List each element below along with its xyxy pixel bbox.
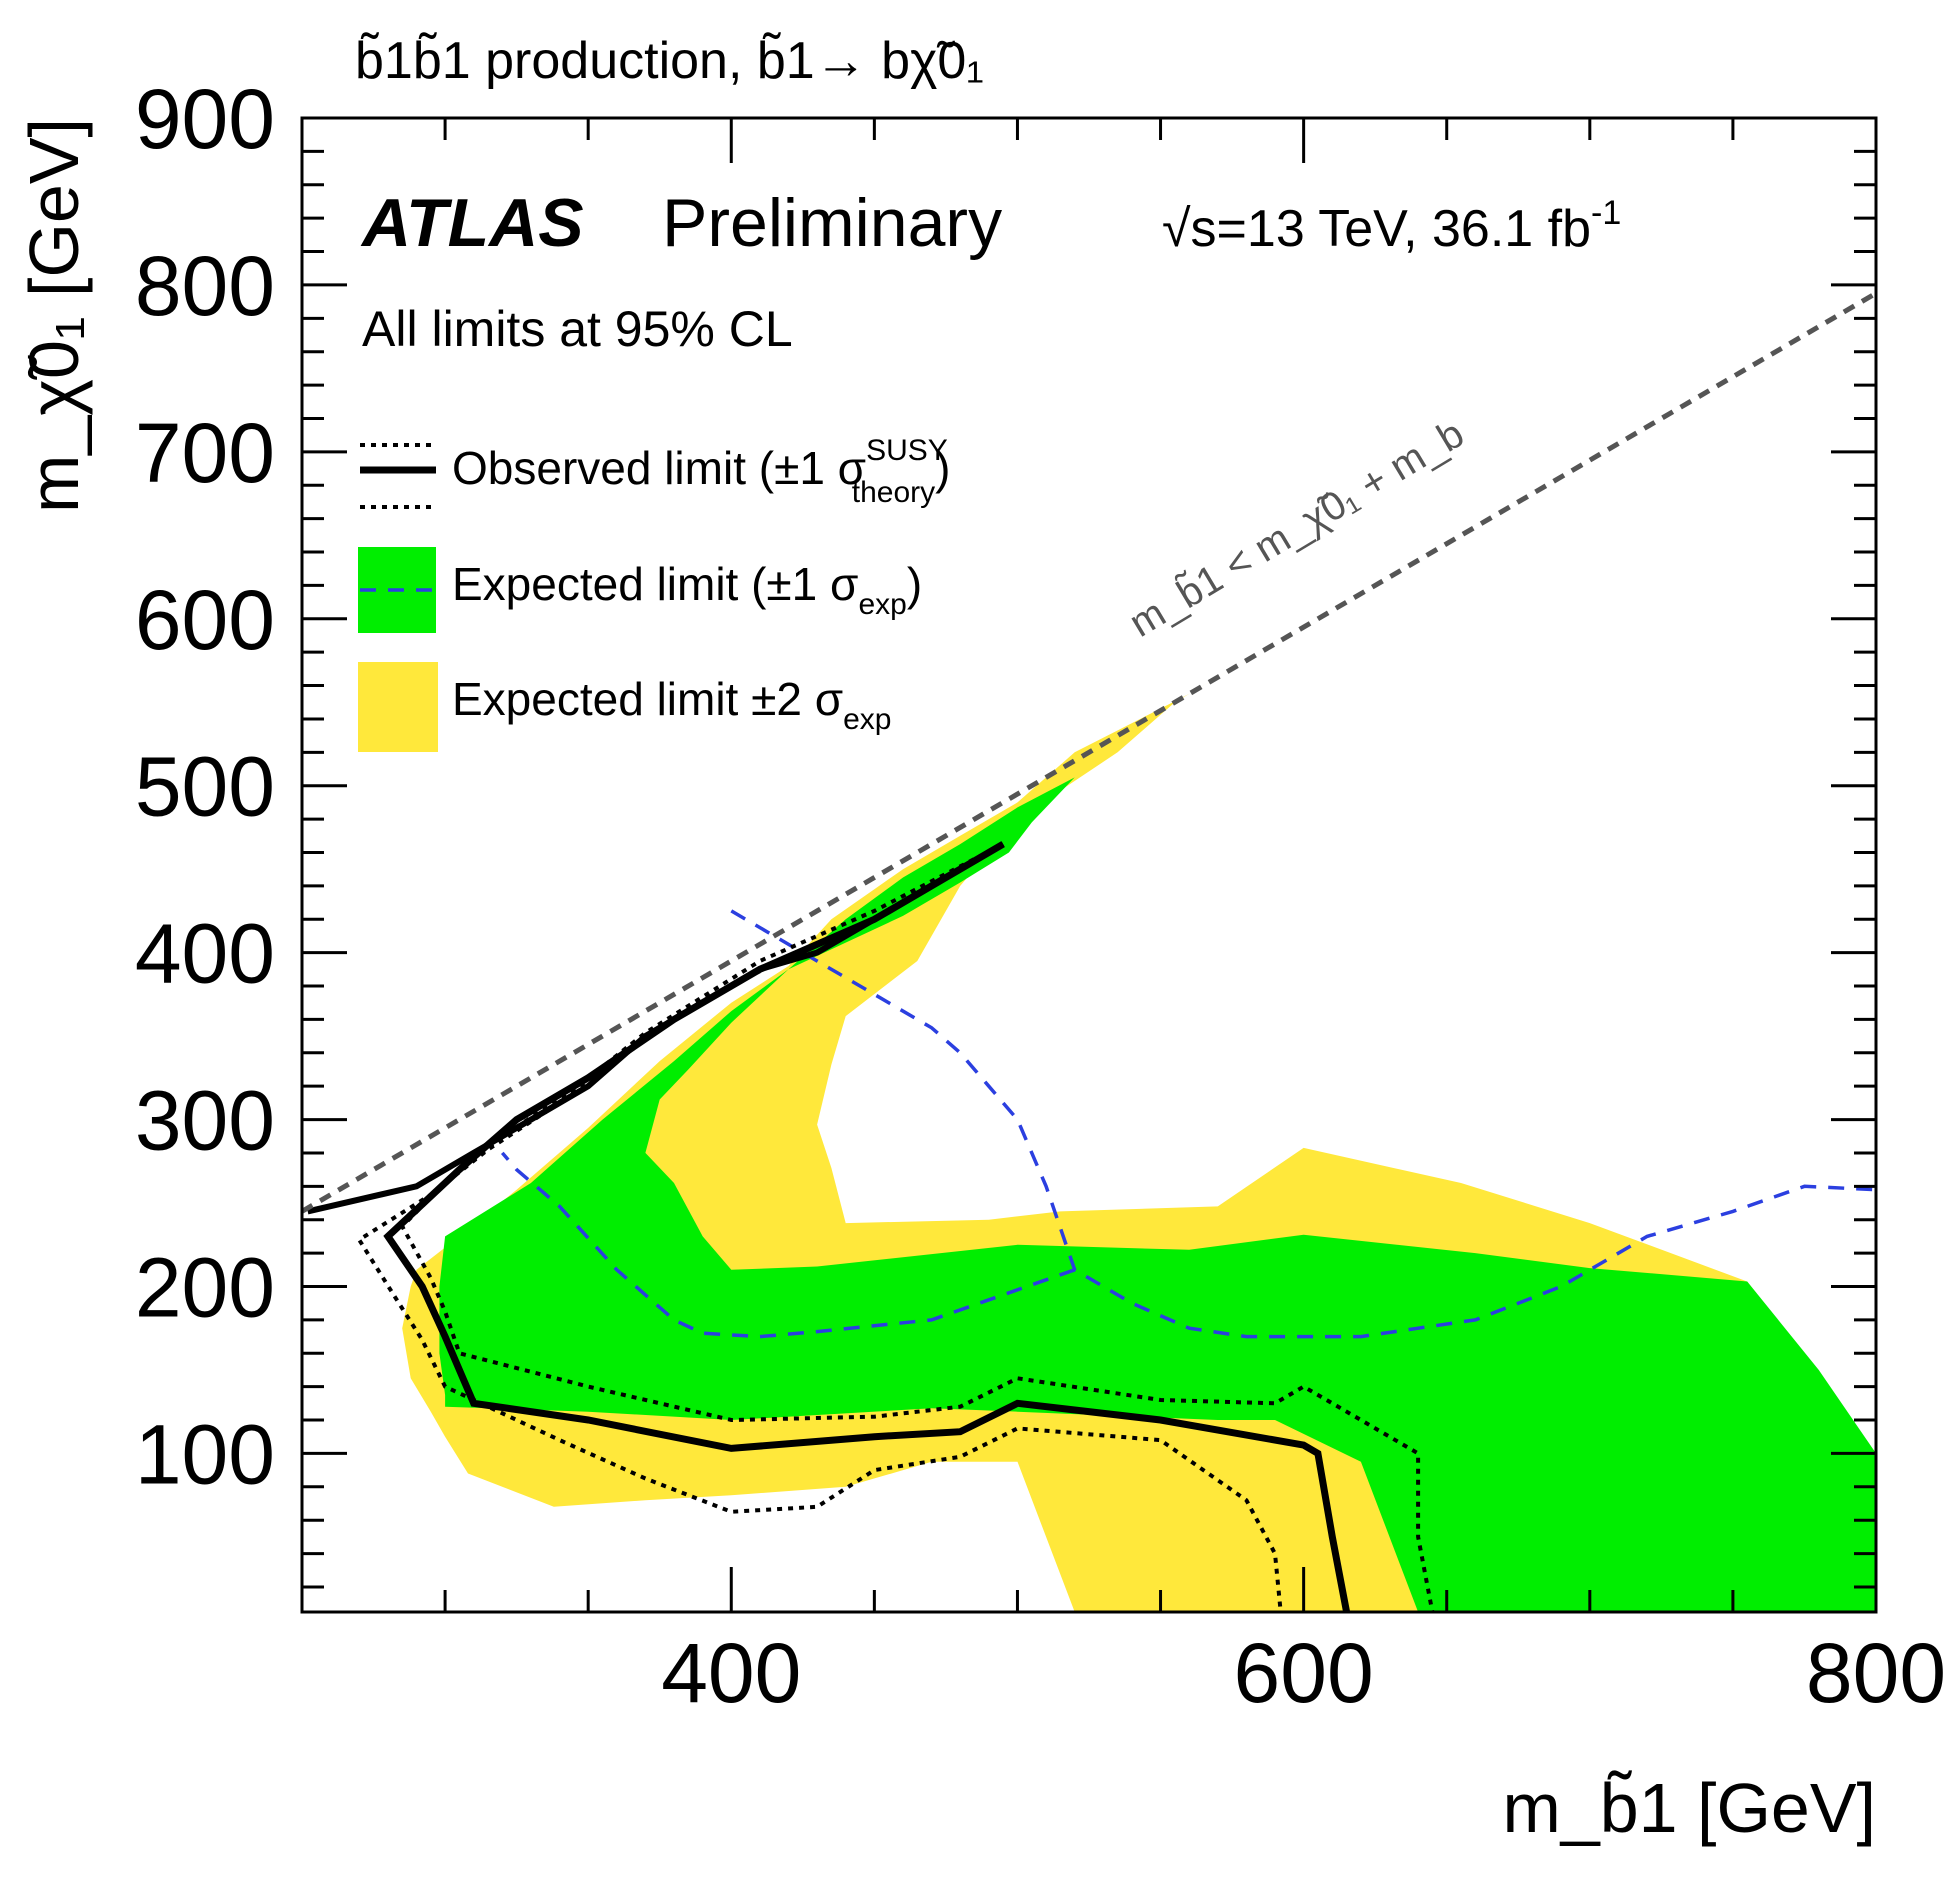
observed-limit-minus-1sigma	[356, 842, 1283, 1612]
plot-frame	[300, 116, 1878, 1614]
legend-observed-close: )	[935, 442, 950, 494]
legend-observed-text: Observed limit (±1 σ	[452, 442, 866, 494]
legend-expected2-sub: exp	[843, 703, 891, 736]
legend-observed-label: Observed limit (±1 σSUSY theory)	[452, 434, 951, 509]
y-tick-label: 300	[135, 1074, 275, 1168]
y-tick-label: 600	[135, 573, 275, 667]
lumi-exponent: -1	[1591, 194, 1621, 232]
legend-expected1-text: Expected limit (±1 σ	[452, 558, 858, 610]
legend-observed-sub: theory	[852, 476, 935, 509]
legend-expected1-label: Expected limit (±1 σexp)	[452, 558, 922, 621]
legend-expected1-sub: exp	[858, 588, 906, 621]
x-tick-label: 600	[1234, 1626, 1374, 1720]
legend-expected1-close: )	[907, 558, 922, 610]
y-tick-label: 700	[135, 406, 275, 500]
preliminary-label: Preliminary	[662, 185, 1002, 261]
y-tick-label: 400	[135, 907, 275, 1001]
expected-limit-line-lower	[500, 1151, 1076, 1339]
legend-expected2-swatch	[358, 662, 438, 752]
axis-ticks	[302, 116, 1878, 1612]
legend: Observed limit (±1 σSUSY theory) Expected…	[358, 434, 951, 752]
expected-limit-line	[730, 909, 1876, 1339]
kinematic-limit-line	[302, 291, 1876, 1214]
expected-1sigma-band	[439, 627, 1876, 1612]
y-axis-title: m_χ̃0₁ [GeV]	[15, 118, 93, 513]
legend-expected2-label: Expected limit ±2 σexp	[452, 673, 892, 736]
x-axis-title: m_b̃1 [GeV]	[1502, 1769, 1876, 1847]
y-tick-labels: 100 200 300 400 500 600 700 800 900	[135, 72, 275, 1501]
x-tick-labels: 400 600 800	[661, 1626, 1946, 1720]
process-title: b̃1b̃1 production, b̃1→ bχ̃0₁	[355, 31, 984, 90]
y-tick-label: 200	[135, 1240, 275, 1334]
y-tick-label: 900	[135, 72, 275, 166]
x-tick-label: 800	[1806, 1626, 1946, 1720]
x-tick-label: 400	[661, 1626, 801, 1720]
observed-limit-line	[383, 841, 1351, 1612]
y-tick-label: 500	[135, 740, 275, 834]
cl-note: All limits at 95% CL	[362, 301, 793, 357]
atlas-label: ATLAS	[360, 185, 584, 261]
energy-lumi-text: √s=13 TeV, 36.1 fb	[1162, 200, 1591, 258]
kinematic-limit-label: m_b̃1 < m_χ̃0₁ + m_b	[1122, 411, 1472, 646]
legend-expected2-text: Expected limit ±2 σ	[452, 673, 843, 725]
y-tick-label: 800	[135, 239, 275, 333]
y-tick-label: 100	[135, 1407, 275, 1501]
energy-lumi-label: √s=13 TeV, 36.1 fb-1	[1162, 194, 1621, 258]
legend-observed-sup: SUSY	[866, 434, 948, 467]
